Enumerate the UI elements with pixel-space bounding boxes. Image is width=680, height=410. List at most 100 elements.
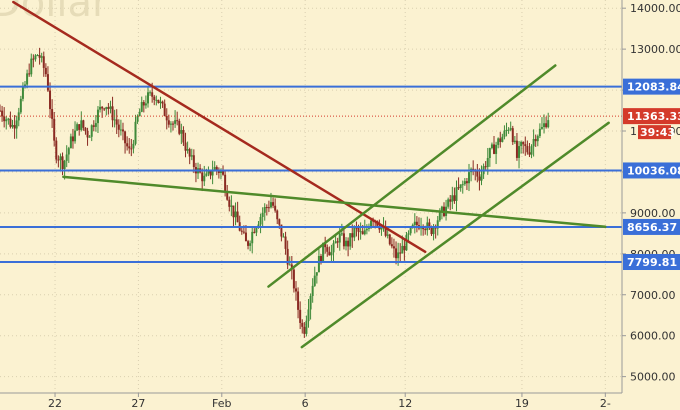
candle-body: [192, 155, 195, 168]
candle-body: [144, 103, 147, 106]
horizontal-levels: [0, 85, 622, 264]
candle-body: [388, 234, 391, 245]
trendline: [12, 0, 427, 254]
candle-body: [69, 136, 72, 149]
candle-body: [522, 141, 525, 145]
candle-body: [357, 227, 360, 232]
candle-body: [209, 170, 212, 176]
candle-body: [249, 243, 252, 246]
candle-body: [447, 199, 450, 207]
candle-body: [495, 144, 498, 154]
candle-body: [509, 128, 512, 130]
candle-body: [167, 120, 170, 125]
candle-body: [128, 146, 131, 149]
trendline: [300, 121, 610, 349]
candle-body: [338, 233, 341, 243]
candle-body: [232, 205, 235, 218]
candle-body: [274, 205, 277, 211]
candle-body: [515, 140, 518, 158]
candle-body: [117, 124, 120, 130]
countdown-label-bg: [638, 125, 671, 140]
candle-body: [334, 241, 337, 244]
candle-body: [103, 108, 106, 110]
candle-body: [255, 227, 258, 233]
candle-body: [294, 288, 297, 292]
candle-body: [263, 207, 266, 213]
candle-body: [409, 227, 412, 234]
candle-body: [432, 226, 435, 235]
candle-body: [226, 191, 229, 200]
price-labels: 12083.84 10036.08 8656.37 7799.81 11363.33 39…: [623, 78, 680, 271]
candle-body: [461, 184, 464, 186]
candle-body: [455, 187, 458, 201]
candle-body: [380, 227, 383, 230]
candle-body: [297, 291, 300, 310]
candle-body: [543, 123, 546, 128]
candle-body: [176, 120, 179, 122]
candle-body: [282, 236, 285, 238]
candle-body: [511, 128, 514, 143]
candle-body: [526, 146, 529, 153]
candle-body: [507, 129, 510, 131]
candle-body: [105, 107, 108, 110]
candle-body: [449, 199, 452, 202]
candle-body: [142, 102, 145, 106]
candle-body: [32, 58, 35, 60]
level-label-text: 12083.84: [627, 81, 680, 94]
candle-body: [269, 202, 272, 208]
candle-body: [0, 110, 1, 112]
candle-body: [545, 123, 548, 128]
candle-body: [413, 221, 416, 225]
candle-body: [88, 136, 91, 138]
candle-body: [459, 184, 462, 189]
candle-body: [5, 119, 8, 122]
candle-body: [205, 173, 208, 176]
x-tick-label: 22: [48, 397, 62, 410]
x-tick-label: 19: [515, 397, 529, 410]
candle-body: [96, 109, 99, 124]
candle-body: [463, 181, 466, 185]
candle-body: [330, 252, 333, 256]
candle-body: [188, 149, 191, 157]
candle-body: [453, 195, 456, 201]
candle-body: [7, 118, 10, 120]
candle-body: [272, 202, 275, 206]
candle-body: [219, 170, 222, 174]
candle-body: [234, 211, 237, 218]
candle-body: [301, 322, 304, 327]
level-label-text: 8656.37: [627, 221, 677, 234]
candle-body: [61, 156, 64, 169]
candle-body: [503, 130, 506, 137]
candle-body: [215, 166, 218, 170]
candle-body: [217, 169, 220, 174]
candle-body: [524, 144, 527, 147]
candle-body: [138, 111, 141, 117]
candle-body: [82, 120, 85, 128]
candle-body: [59, 156, 62, 161]
candle-body: [53, 118, 56, 141]
candle-body: [261, 212, 264, 217]
x-tick-label: 2-: [600, 397, 611, 410]
candle-body: [149, 92, 152, 94]
candle-body: [326, 247, 329, 252]
candle-body: [178, 120, 181, 134]
candle-body: [428, 222, 431, 227]
candle-body: [395, 248, 398, 259]
candle-body: [180, 130, 183, 134]
candle-body: [228, 199, 231, 207]
candle-body: [203, 175, 206, 182]
candle-body: [121, 129, 124, 132]
candle-body: [165, 115, 168, 121]
candle-body: [9, 118, 12, 127]
candle-body: [451, 195, 454, 202]
candle-body: [403, 245, 406, 251]
candle-body: [365, 228, 368, 231]
level-label-bg: [623, 162, 680, 179]
candle-body: [415, 221, 418, 226]
candle-body: [488, 148, 491, 159]
candle-body: [315, 272, 318, 276]
candle-body: [169, 123, 172, 125]
candle-body: [501, 136, 504, 142]
candle-body: [284, 236, 287, 249]
candle-body: [19, 98, 22, 113]
